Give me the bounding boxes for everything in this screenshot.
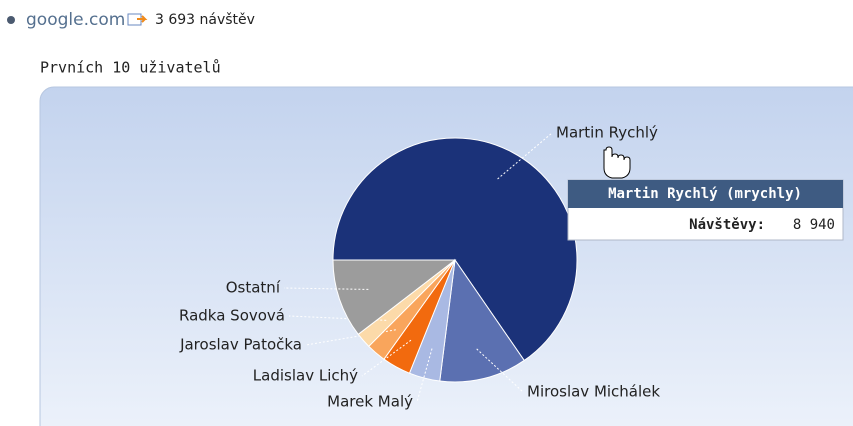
arrow-icon <box>137 15 148 23</box>
leader-line <box>305 329 396 346</box>
pie-slice <box>332 137 578 362</box>
slice-label: Marek Malý <box>327 393 413 411</box>
leader-line <box>416 348 433 403</box>
slice-label: Martin Rychlý <box>556 124 658 142</box>
slice-label: Ostatní <box>226 279 281 297</box>
bullet <box>7 16 15 24</box>
site-link[interactable]: google.com <box>26 10 125 30</box>
pie-slice <box>439 258 525 383</box>
tooltip-header <box>568 180 843 208</box>
visits: 3 693 návštěv <box>155 12 255 28</box>
tooltip-title: Martin Rychlý (mrychly) <box>608 186 802 202</box>
chart-title: Prvních 10 uživatelů <box>40 59 221 77</box>
slice-label: Jaroslav Patočka <box>179 336 302 354</box>
tooltip-label: Návštěvy: <box>689 217 765 233</box>
pie: Martin Rychlý Miroslav Michálek Marek Malý… <box>179 124 660 411</box>
slice-label: Miroslav Michálek <box>527 383 660 401</box>
tooltip: Martin Rychlý (mrychly) Návštěvy: 8 940 <box>567 179 844 241</box>
pie-slice <box>332 259 457 336</box>
tooltip-value: 8 940 <box>793 217 835 233</box>
cursor <box>603 146 631 179</box>
leader-line <box>476 348 524 393</box>
slice-label: Radka Sovová <box>179 307 285 325</box>
slice-label: Ladislav Lichý <box>253 367 358 385</box>
